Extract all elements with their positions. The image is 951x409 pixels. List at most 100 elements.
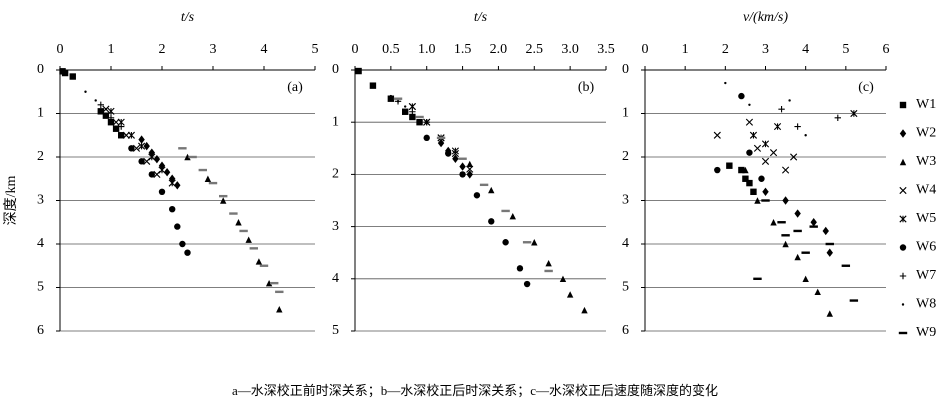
marker [118, 132, 125, 139]
marker [102, 112, 110, 119]
marker [107, 107, 115, 115]
x-tick-label: 4 [261, 42, 268, 57]
marker [387, 95, 395, 102]
marker [158, 166, 166, 174]
y-tick-label: 2 [37, 149, 44, 164]
marker [488, 186, 495, 194]
marker [466, 160, 473, 168]
y-tick-label: 4 [622, 236, 629, 251]
marker [220, 197, 227, 204]
marker [509, 212, 516, 220]
marker [97, 108, 104, 115]
y-tick-label: 1 [37, 106, 44, 121]
y-tick-label: 5 [37, 280, 44, 295]
marker [822, 226, 829, 236]
x-tick-label: 2 [159, 42, 166, 57]
marker [138, 142, 146, 150]
y-tick-label: 2 [332, 167, 339, 182]
marker [748, 103, 751, 107]
x-axis-label: v/(km/s) [743, 10, 788, 25]
legend-label: W8 [916, 297, 936, 312]
marker [97, 101, 104, 108]
y-tick-label: 0 [622, 62, 629, 77]
marker [245, 236, 252, 243]
legend-label: W4 [916, 183, 936, 198]
marker [402, 108, 409, 115]
marker [168, 179, 176, 187]
y-tick-label: 0 [37, 62, 44, 77]
marker [158, 161, 166, 170]
x-tick-label: 3.5 [597, 42, 615, 57]
x-tick-label: 5 [842, 42, 849, 57]
marker [516, 265, 524, 272]
marker [409, 108, 416, 115]
marker [778, 105, 785, 113]
marker [810, 218, 817, 227]
x-tick-label: 2.5 [526, 42, 544, 57]
x-tick-label: 0 [57, 42, 64, 57]
marker [899, 186, 907, 195]
legend-label: W3 [916, 154, 936, 169]
y-tick-label: 2 [622, 149, 629, 164]
marker [753, 144, 762, 152]
marker [834, 114, 841, 122]
marker [104, 107, 108, 111]
marker [107, 119, 115, 126]
marker [850, 109, 858, 118]
caption: a—水深校正前时深关系；b—水深校正后时深关系；c—水深校正后速度随深度的变化 [232, 383, 718, 399]
panel-label: (b) [578, 80, 595, 95]
marker [122, 131, 130, 139]
marker [174, 223, 181, 230]
x-tick-label: 1 [108, 42, 115, 57]
marker [459, 162, 466, 171]
marker [502, 239, 509, 246]
marker [782, 240, 789, 248]
marker [265, 279, 273, 287]
marker [148, 153, 156, 161]
marker [389, 94, 393, 98]
marker [396, 100, 400, 103]
legend-label: W7 [916, 268, 936, 283]
marker [742, 166, 749, 174]
legend-label: W5 [916, 211, 936, 226]
x-tick-label: 2 [722, 42, 729, 57]
y-tick-label: 3 [332, 219, 339, 234]
marker [423, 119, 430, 126]
panel-label: (a) [287, 80, 303, 95]
marker [794, 253, 801, 261]
marker [770, 219, 777, 226]
x-tick-label: 1.0 [418, 42, 436, 57]
x-tick-label: 5 [312, 42, 319, 57]
marker [761, 140, 770, 148]
marker [174, 181, 181, 190]
marker [107, 114, 115, 122]
y-tick-label: 3 [622, 193, 629, 208]
marker [204, 175, 212, 182]
marker [69, 73, 76, 80]
marker [899, 129, 907, 138]
marker [566, 291, 574, 298]
panel-label: (c) [858, 80, 874, 95]
marker [466, 165, 474, 173]
x-tick-label: 6 [883, 42, 890, 57]
x-tick-label: 0 [352, 42, 359, 57]
x-tick-label: 3 [762, 42, 769, 57]
legend-label: W1 [916, 97, 936, 112]
marker [559, 275, 567, 282]
y-tick-label: 3 [37, 193, 44, 208]
marker [158, 188, 166, 195]
marker [404, 105, 407, 108]
y-tick-label: 6 [622, 323, 629, 338]
marker [276, 306, 283, 313]
marker [899, 272, 907, 280]
y-tick-label: 1 [622, 106, 629, 121]
marker [112, 118, 120, 126]
marker [138, 158, 145, 165]
y-tick-label: 4 [37, 236, 44, 251]
y-tick-label: 6 [37, 323, 44, 338]
legend-label: W9 [916, 325, 936, 340]
x-tick-label: 0.5 [382, 42, 400, 57]
x-axis-label: t/s [181, 10, 195, 25]
marker [802, 275, 809, 282]
marker [112, 125, 120, 132]
